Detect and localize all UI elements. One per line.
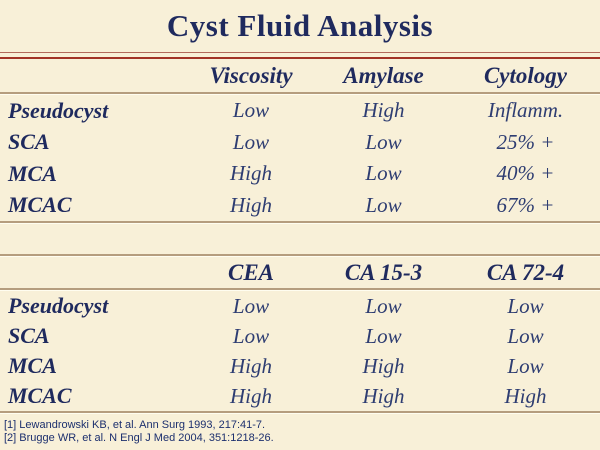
cell-cytology: 25% + bbox=[496, 129, 555, 154]
cell-ca153: Low bbox=[365, 323, 402, 348]
table2-col-ca724: CA 72-4 bbox=[486, 259, 565, 285]
cell-viscosity: High bbox=[230, 192, 272, 217]
row-label: MCA bbox=[8, 160, 57, 186]
row-label: MCAC bbox=[8, 383, 72, 408]
cell-viscosity: Low bbox=[232, 98, 270, 123]
footnote-2: [2] Brugge WR, et al. N Engl J Med 2004,… bbox=[4, 432, 274, 444]
cell-viscosity: High bbox=[230, 161, 272, 186]
cell-ca724: High bbox=[504, 383, 547, 408]
table-row: Pseudocyst Low High Inflamm. bbox=[0, 95, 600, 127]
table-row: MCA High Low 40% + bbox=[0, 158, 600, 190]
table-gap bbox=[0, 224, 600, 254]
table2-header-rule bbox=[0, 288, 600, 291]
table2-col-ca153: CA 15-3 bbox=[344, 259, 423, 285]
table2-col-cea: CEA bbox=[227, 259, 275, 285]
cell-amylase: High bbox=[362, 98, 405, 123]
table-row: MCAC High Low 67% + bbox=[0, 190, 600, 222]
cell-amylase: Low bbox=[365, 192, 402, 217]
cell-ca724: Low bbox=[507, 323, 544, 348]
cell-cea: Low bbox=[232, 323, 270, 348]
table2-header-row: CEA CA 15-3 CA 72-4 bbox=[0, 257, 600, 288]
row-label: Pseudocyst bbox=[8, 293, 109, 318]
cell-cytology: 40% + bbox=[496, 161, 555, 186]
cell-cytology: 67% + bbox=[496, 192, 555, 217]
cell-viscosity: Low bbox=[232, 129, 270, 154]
table-row: SCA Low Low Low bbox=[0, 321, 600, 351]
table1-col-viscosity: Viscosity bbox=[209, 62, 293, 88]
cell-cea: High bbox=[230, 353, 272, 378]
table1-col-amylase: Amylase bbox=[343, 62, 424, 88]
table-row: Pseudocyst Low Low Low bbox=[0, 291, 600, 321]
cell-cea: Low bbox=[232, 293, 270, 318]
table-row: MCA High High Low bbox=[0, 351, 600, 381]
row-label: MCAC bbox=[8, 192, 72, 218]
cell-ca153: Low bbox=[365, 293, 402, 318]
cell-amylase: Low bbox=[365, 161, 402, 186]
slide-title: Cyst Fluid Analysis bbox=[166, 8, 434, 43]
table1-header-rule bbox=[0, 92, 600, 95]
cell-ca153: High bbox=[362, 353, 405, 378]
row-label: Pseudocyst bbox=[8, 97, 109, 123]
cell-ca724: Low bbox=[507, 353, 544, 378]
table2-bottom-rule bbox=[0, 411, 600, 414]
cell-cea: High bbox=[230, 383, 272, 408]
cell-cytology: Inflamm. bbox=[487, 98, 564, 123]
cell-amylase: Low bbox=[365, 129, 402, 154]
table1-col-cytology: Cytology bbox=[483, 62, 568, 88]
cell-ca153: High bbox=[362, 383, 405, 408]
row-label: MCA bbox=[8, 353, 57, 378]
table1-bottom-rule bbox=[0, 221, 600, 224]
cell-ca724: Low bbox=[507, 293, 544, 318]
footnotes: [1] Lewandrowski KB, et al. Ann Surg 199… bbox=[0, 414, 600, 445]
title-divider-rule bbox=[0, 52, 600, 59]
table-row: MCAC High High High bbox=[0, 381, 600, 411]
table2-top-rule bbox=[0, 254, 600, 257]
row-label: SCA bbox=[8, 129, 50, 155]
row-label: SCA bbox=[8, 323, 50, 348]
table1-header-row: Viscosity Amylase Cytology bbox=[0, 59, 600, 92]
table-row: SCA Low Low 25% + bbox=[0, 127, 600, 159]
footnote-1: [1] Lewandrowski KB, et al. Ann Surg 199… bbox=[4, 419, 266, 431]
